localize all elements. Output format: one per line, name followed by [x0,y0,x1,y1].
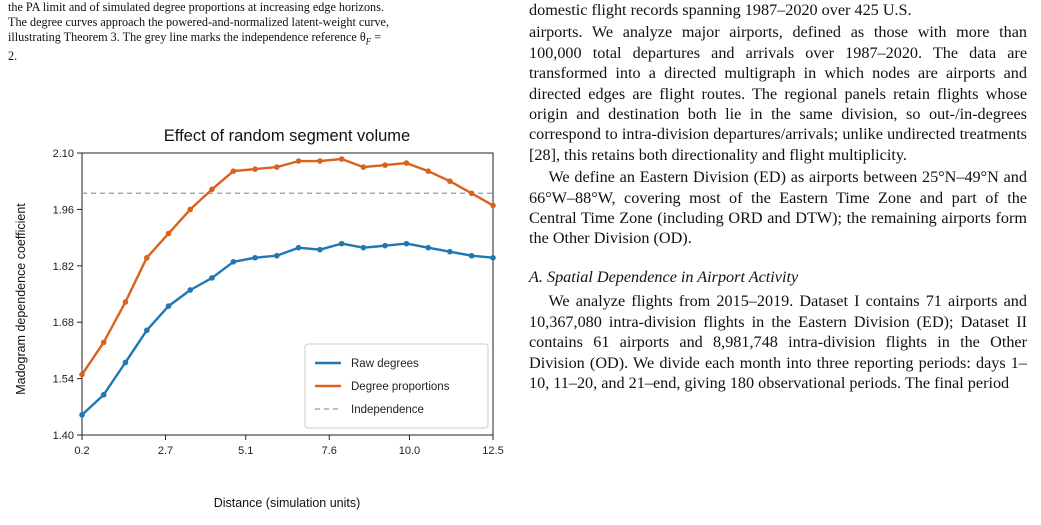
series-1-point [79,412,85,418]
series-1-point [274,252,280,259]
series-2-point [230,168,237,174]
legend: Raw degrees Degree proportions Independenc… [304,343,489,429]
series-2-point [165,230,172,237]
series-1-point [209,275,215,281]
caption-line-1: the PA limit and of simulated degree pro… [8,0,384,14]
series-1-point [447,248,453,255]
series-2-point [144,254,150,261]
series-2-point [252,166,258,172]
series-1-point [317,246,323,253]
x-tick-label: 10.0 [399,445,420,457]
series-1-point [165,303,172,309]
plot-area: 0.2 2.7 5.1 7.6 10.0 12.5 1.40 1.54 1.68 1.82 1.96… [53,148,504,457]
series-1-point [490,254,496,261]
line-chart-svg: Effect of random segment volume Madogram… [14,127,504,510]
series-2-point [338,156,345,162]
clipped-top-line: domestic flight records spanning 1987–20… [529,1,912,19]
series-2-point [187,206,194,213]
series-1-point [230,258,237,265]
series-1-point [403,240,410,247]
series-1-point [360,244,367,251]
y-tick-label: 1.54 [53,374,74,386]
y-tick-label: 2.10 [53,148,74,160]
x-axis-label: Distance (simulation units) [214,496,361,510]
series-line-2 [81,157,494,376]
chart-title: Effect of random segment volume [164,127,410,145]
section-heading: A. Spatial Dependence in Airport Activit… [529,267,799,286]
series-1-point [295,244,302,251]
series-2-point [209,186,215,193]
x-tick-label: 12.5 [482,445,503,457]
legend-label: Independence [351,404,424,416]
series-2-point [490,202,496,209]
y-tick-label: 1.40 [53,430,74,442]
series-2-point [403,160,410,166]
paragraph-data-description: airports. We analyze major airports, def… [529,23,1027,164]
legend-label: Degree proportions [351,381,450,393]
series-1-point [382,242,388,249]
plot-frame [81,152,494,436]
legend-box [304,343,489,429]
series-2-point [382,162,388,168]
y-tick-label: 1.68 [53,317,74,329]
series-2-point [295,158,302,164]
x-tick-label: 0.2 [74,445,89,457]
series-2-point [447,178,453,184]
series-1-point [338,240,345,247]
x-tick-label: 2.7 [158,445,173,457]
legend-label: Raw degrees [351,358,419,370]
caption-line-2: The degree curves approach the powered-a… [8,15,390,29]
caption-line-3: illustrating Theorem 3. The grey line ma… [8,30,382,47]
theta-subscript: F [365,36,372,47]
series-2-point [360,164,367,170]
series-2-point [100,339,107,346]
y-axis-label: Madogram dependence coefficient [14,203,28,395]
series-line-1 [81,242,494,416]
series-2-point [317,158,323,164]
series-1-point [187,287,194,293]
figure-chart: Effect of random segment volume Madogram… [0,118,520,525]
body-text-column: domestic flight records spanning 1987–20… [529,0,1027,393]
paragraph-datasets: We analyze flights from 2015–2019. Datas… [529,292,1027,392]
paragraph-eastern-division: We define an Eastern Division (ED) as ai… [529,168,1027,248]
series-2-point [468,190,475,197]
series-1-point [122,359,129,366]
series-1-point [252,254,258,261]
series-2-point [274,164,280,170]
y-tick-label: 1.82 [53,261,74,273]
series-2-point [425,168,431,174]
series-2-point [79,371,85,378]
series-1-point [144,327,150,334]
x-tick-label: 7.6 [322,445,337,457]
caption-line-4: 2. [8,49,18,64]
figure-caption: the PA limit and of simulated degree pro… [8,0,508,64]
y-tick-label: 1.96 [53,204,74,216]
x-tick-label: 5.1 [238,445,253,457]
series-1-point [100,391,107,398]
series-1-point [425,244,431,251]
series-1-point [468,252,475,259]
series-2-point [122,299,129,305]
